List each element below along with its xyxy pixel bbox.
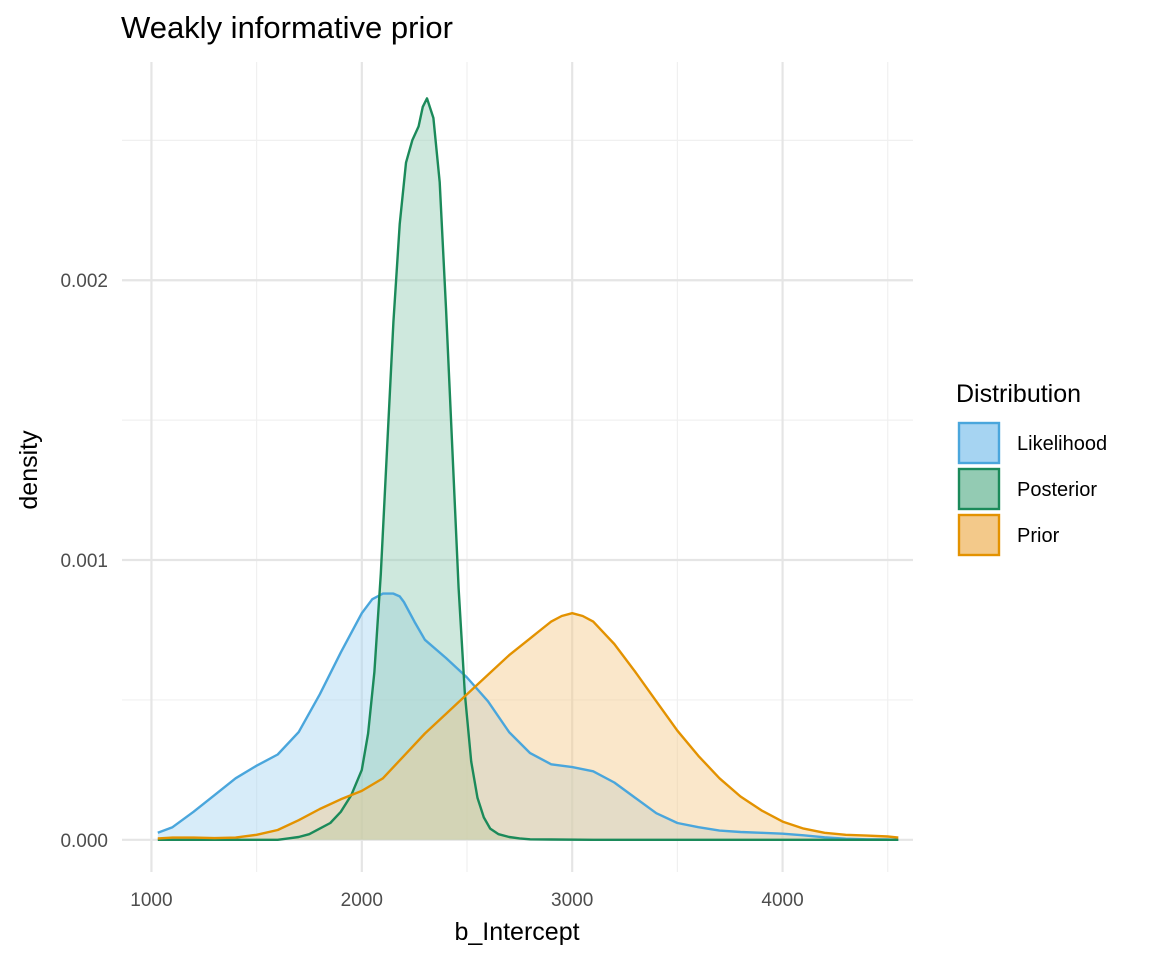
prior-density-line — [157, 612, 899, 840]
legend-label-prior: Prior — [1017, 525, 1060, 547]
legend-key-likelihood — [957, 421, 1001, 465]
legend-key-posterior — [957, 467, 1001, 511]
x-tick-label-1000: 1000 — [130, 890, 172, 911]
posterior-density-line — [157, 97, 899, 841]
density-areas — [157, 98, 899, 840]
legend-label-likelihood: Likelihood — [1017, 433, 1107, 455]
x-axis-title: b_Intercept — [454, 918, 579, 946]
x-axis-ticks: 1000 2000 3000 4000 — [130, 890, 803, 911]
x-tick-label-4000: 4000 — [761, 890, 803, 911]
prior-density-area — [157, 613, 899, 840]
legend-label-posterior: Posterior — [1017, 479, 1097, 501]
legend-title: Distribution — [956, 380, 1081, 408]
x-tick-label-3000: 3000 — [551, 890, 593, 911]
legend: Distribution Likelihood Posterior Prior — [956, 380, 1107, 557]
y-axis-title: density — [15, 430, 43, 510]
y-tick-label-0.001: 0.001 — [60, 551, 108, 572]
y-tick-label-0.002: 0.002 — [60, 271, 108, 292]
x-tick-label-2000: 2000 — [341, 890, 383, 911]
likelihood-density-area — [157, 593, 899, 840]
y-tick-label-0.000: 0.000 — [60, 831, 108, 852]
plot-grid — [122, 62, 913, 872]
density-lines — [157, 97, 899, 841]
legend-key-prior — [957, 513, 1001, 557]
y-axis-ticks: 0.000 0.001 0.002 — [60, 271, 108, 852]
chart-title: Weakly informative prior — [121, 10, 453, 45]
likelihood-density-line — [157, 592, 899, 841]
